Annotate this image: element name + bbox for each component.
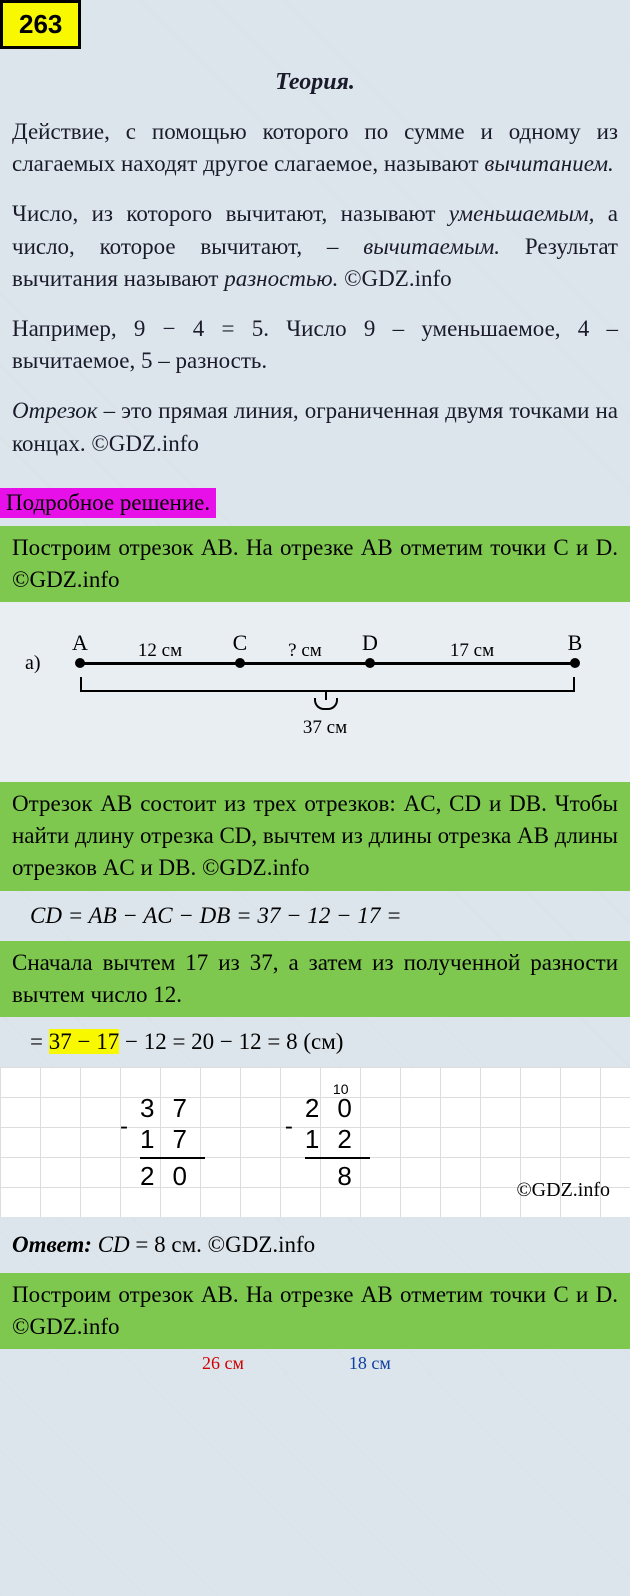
label-A: A bbox=[72, 630, 88, 656]
theory-paragraph-3: Например, 9 − 4 = 5. Число 9 – уменьшаем… bbox=[0, 313, 630, 377]
green4-v3: C bbox=[553, 1282, 568, 1307]
green2-t3: и bbox=[481, 791, 509, 816]
theory-p1-italic: вычитанием. bbox=[484, 151, 613, 176]
measure-CD: ? см bbox=[288, 640, 322, 662]
green2-t5: , вычтем из длины отрезка bbox=[251, 823, 517, 848]
calc2-super: 10 bbox=[333, 1081, 349, 1097]
segment-AB bbox=[80, 662, 575, 665]
calc2-result: 8 bbox=[305, 1161, 370, 1192]
theory-paragraph-1: Действие, с помощью которого по сумме и … bbox=[0, 116, 630, 180]
green-box-2: Отрезок AB состоит из трех отрезков: AC,… bbox=[0, 782, 630, 891]
calc2-top: 20 bbox=[305, 1093, 370, 1124]
green2-v7: DB bbox=[159, 855, 191, 880]
green4-t2: . На отрезке bbox=[233, 1282, 361, 1307]
answer-value: = 8 см. ©GDZ.info bbox=[130, 1232, 316, 1257]
point-A bbox=[75, 658, 85, 668]
green2-t2: состоит из трех отрезков: bbox=[132, 791, 403, 816]
theory-p4-italic: Отрезок bbox=[12, 398, 98, 423]
green-box-4: Построим отрезок AB. На отрезке AB отмет… bbox=[0, 1273, 630, 1349]
theory-p2-text1: Число, из которого вычитают, называют bbox=[12, 201, 449, 226]
minus-sign-2: - bbox=[285, 1113, 293, 1141]
green1-v4: D bbox=[596, 535, 613, 560]
measure-DB: 17 см bbox=[450, 640, 494, 662]
measure-AB: 37 см bbox=[303, 717, 347, 739]
green1-v2: AB bbox=[361, 535, 393, 560]
green2-v3: DB bbox=[509, 791, 541, 816]
theory-p2-italic3: разностью. bbox=[224, 266, 338, 291]
calc1-result: 20 bbox=[140, 1161, 205, 1192]
calc2-dot: . bbox=[307, 1085, 313, 1108]
green2-v6: AC bbox=[103, 855, 135, 880]
green2-t1: Отрезок bbox=[12, 791, 100, 816]
green-box-3: Сначала вычтем 17 из 37, а затем из полу… bbox=[0, 941, 630, 1017]
green1-t4: и bbox=[569, 535, 596, 560]
green1-t1: Построим отрезок bbox=[12, 535, 201, 560]
green4-v1: AB bbox=[201, 1282, 233, 1307]
bracket-AB bbox=[80, 677, 575, 692]
green2-t7: и bbox=[135, 855, 159, 880]
formula2-prefix: = bbox=[30, 1029, 49, 1054]
calc2-divider bbox=[305, 1157, 370, 1159]
green4-t3: отметим точки bbox=[393, 1282, 554, 1307]
minus-sign-1: - bbox=[120, 1113, 128, 1141]
point-D bbox=[365, 658, 375, 668]
green2-v4: CD bbox=[219, 823, 251, 848]
green2-v1: AB bbox=[100, 791, 132, 816]
green1-t2: . На отрезке bbox=[233, 535, 361, 560]
green2-v2: AC, CD bbox=[404, 791, 482, 816]
formula2-suffix: − 12 = 20 − 12 = 8 (см) bbox=[119, 1029, 343, 1054]
solution-label: Подробное решение. bbox=[0, 488, 216, 518]
bottom-blue-measure: 18 см bbox=[349, 1353, 391, 1374]
point-C bbox=[235, 658, 245, 668]
green4-t4: и bbox=[569, 1282, 596, 1307]
green-box-1: Построим отрезок AB. На отрезке AB отмет… bbox=[0, 526, 630, 602]
theory-paragraph-2: Число, из которого вычитают, называют ум… bbox=[0, 198, 630, 295]
label-C: C bbox=[233, 630, 248, 656]
bottom-measures: 26 см 18 см bbox=[0, 1349, 630, 1374]
green2-v5: AB bbox=[517, 823, 549, 848]
green1-v3: C bbox=[553, 535, 568, 560]
calc1-divider bbox=[140, 1157, 205, 1159]
green2-t8: . ©GDZ.info bbox=[190, 855, 309, 880]
theory-p4-text: – это прямая линия, ограниченная двумя т… bbox=[12, 398, 618, 455]
calc-copyright: ©GDZ.info bbox=[516, 1179, 610, 1202]
measure-AC: 12 см bbox=[138, 640, 182, 662]
green4-t1: Построим отрезок bbox=[12, 1282, 201, 1307]
point-B bbox=[570, 658, 580, 668]
theory-p2-italic1: уменьшаемым, bbox=[449, 201, 595, 226]
subtraction-2: - . 10 20 12 8 bbox=[285, 1093, 370, 1192]
formula2-highlight: 37 − 17 bbox=[49, 1029, 119, 1054]
label-B: B bbox=[568, 630, 583, 656]
theory-p2-italic2: вычитаемым. bbox=[363, 234, 500, 259]
theory-p2-copyright: ©GDZ.info bbox=[338, 266, 451, 291]
formula-1: CD = AB − AC − DB = 37 − 12 − 17 = bbox=[0, 891, 630, 941]
bracket-curve bbox=[314, 698, 338, 710]
diagram-label-a: а) bbox=[25, 652, 41, 675]
subtraction-1: - 37 17 20 bbox=[120, 1093, 205, 1192]
theory-paragraph-4: Отрезок – это прямая линия, ограниченная… bbox=[0, 395, 630, 459]
calc2-bottom: 12 bbox=[305, 1124, 370, 1155]
bottom-red-measure: 26 см bbox=[202, 1353, 244, 1374]
green1-t3: отметим точки bbox=[393, 535, 554, 560]
calculation-area: - 37 17 20 - . 10 20 12 8 ©GDZ.info bbox=[0, 1067, 630, 1217]
answer-var: CD bbox=[98, 1232, 130, 1257]
calc1-bottom: 17 bbox=[140, 1124, 205, 1155]
formula-2: = 37 − 17 − 12 = 20 − 12 = 8 (см) bbox=[0, 1017, 630, 1067]
calc1-top: 37 bbox=[140, 1093, 205, 1124]
green4-v2: AB bbox=[361, 1282, 393, 1307]
diagram-a: а) A C D B 12 см ? см 17 см 37 см bbox=[0, 602, 630, 782]
green1-v1: AB bbox=[201, 535, 233, 560]
green4-v4: D bbox=[596, 1282, 613, 1307]
answer-line: Ответ: CD = 8 см. ©GDZ.info bbox=[0, 1217, 630, 1273]
answer-label: Ответ: bbox=[12, 1232, 92, 1257]
problem-number: 263 bbox=[0, 0, 81, 49]
theory-title: Теория. bbox=[0, 69, 630, 96]
label-D: D bbox=[362, 630, 378, 656]
